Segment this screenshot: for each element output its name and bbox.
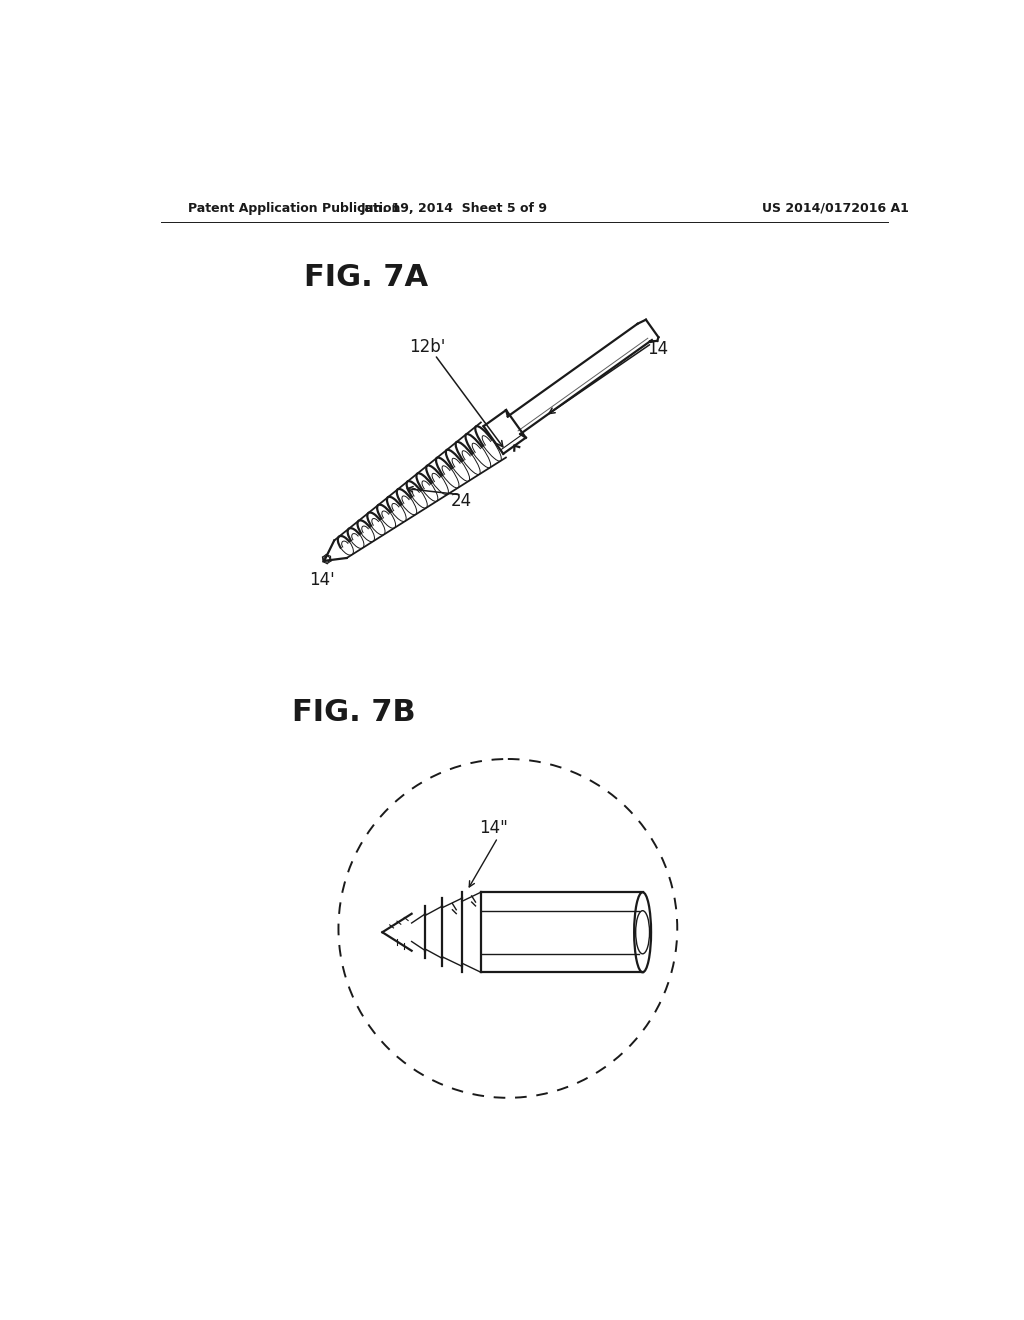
Text: 12b': 12b' bbox=[409, 338, 445, 356]
Text: 24: 24 bbox=[452, 492, 472, 510]
Text: FIG. 7A: FIG. 7A bbox=[304, 263, 428, 292]
Text: US 2014/0172016 A1: US 2014/0172016 A1 bbox=[762, 202, 909, 215]
Text: FIG. 7B: FIG. 7B bbox=[292, 698, 416, 727]
Text: 14: 14 bbox=[647, 341, 669, 358]
Text: Patent Application Publication: Patent Application Publication bbox=[188, 202, 400, 215]
Text: 14": 14" bbox=[479, 820, 509, 837]
Text: 14': 14' bbox=[308, 572, 335, 589]
Text: Jun. 19, 2014  Sheet 5 of 9: Jun. 19, 2014 Sheet 5 of 9 bbox=[360, 202, 548, 215]
